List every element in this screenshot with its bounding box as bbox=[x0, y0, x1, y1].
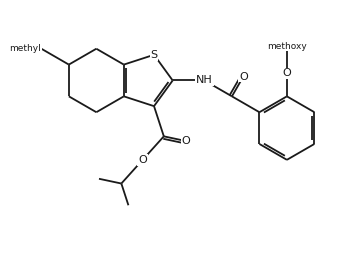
Text: NH: NH bbox=[196, 76, 213, 86]
Text: S: S bbox=[150, 50, 158, 60]
Text: O: O bbox=[138, 155, 147, 165]
Text: O: O bbox=[182, 136, 190, 146]
Text: O: O bbox=[282, 68, 291, 78]
Text: methyl: methyl bbox=[10, 44, 41, 53]
Text: methoxy: methoxy bbox=[267, 42, 307, 51]
Text: O: O bbox=[239, 72, 248, 82]
